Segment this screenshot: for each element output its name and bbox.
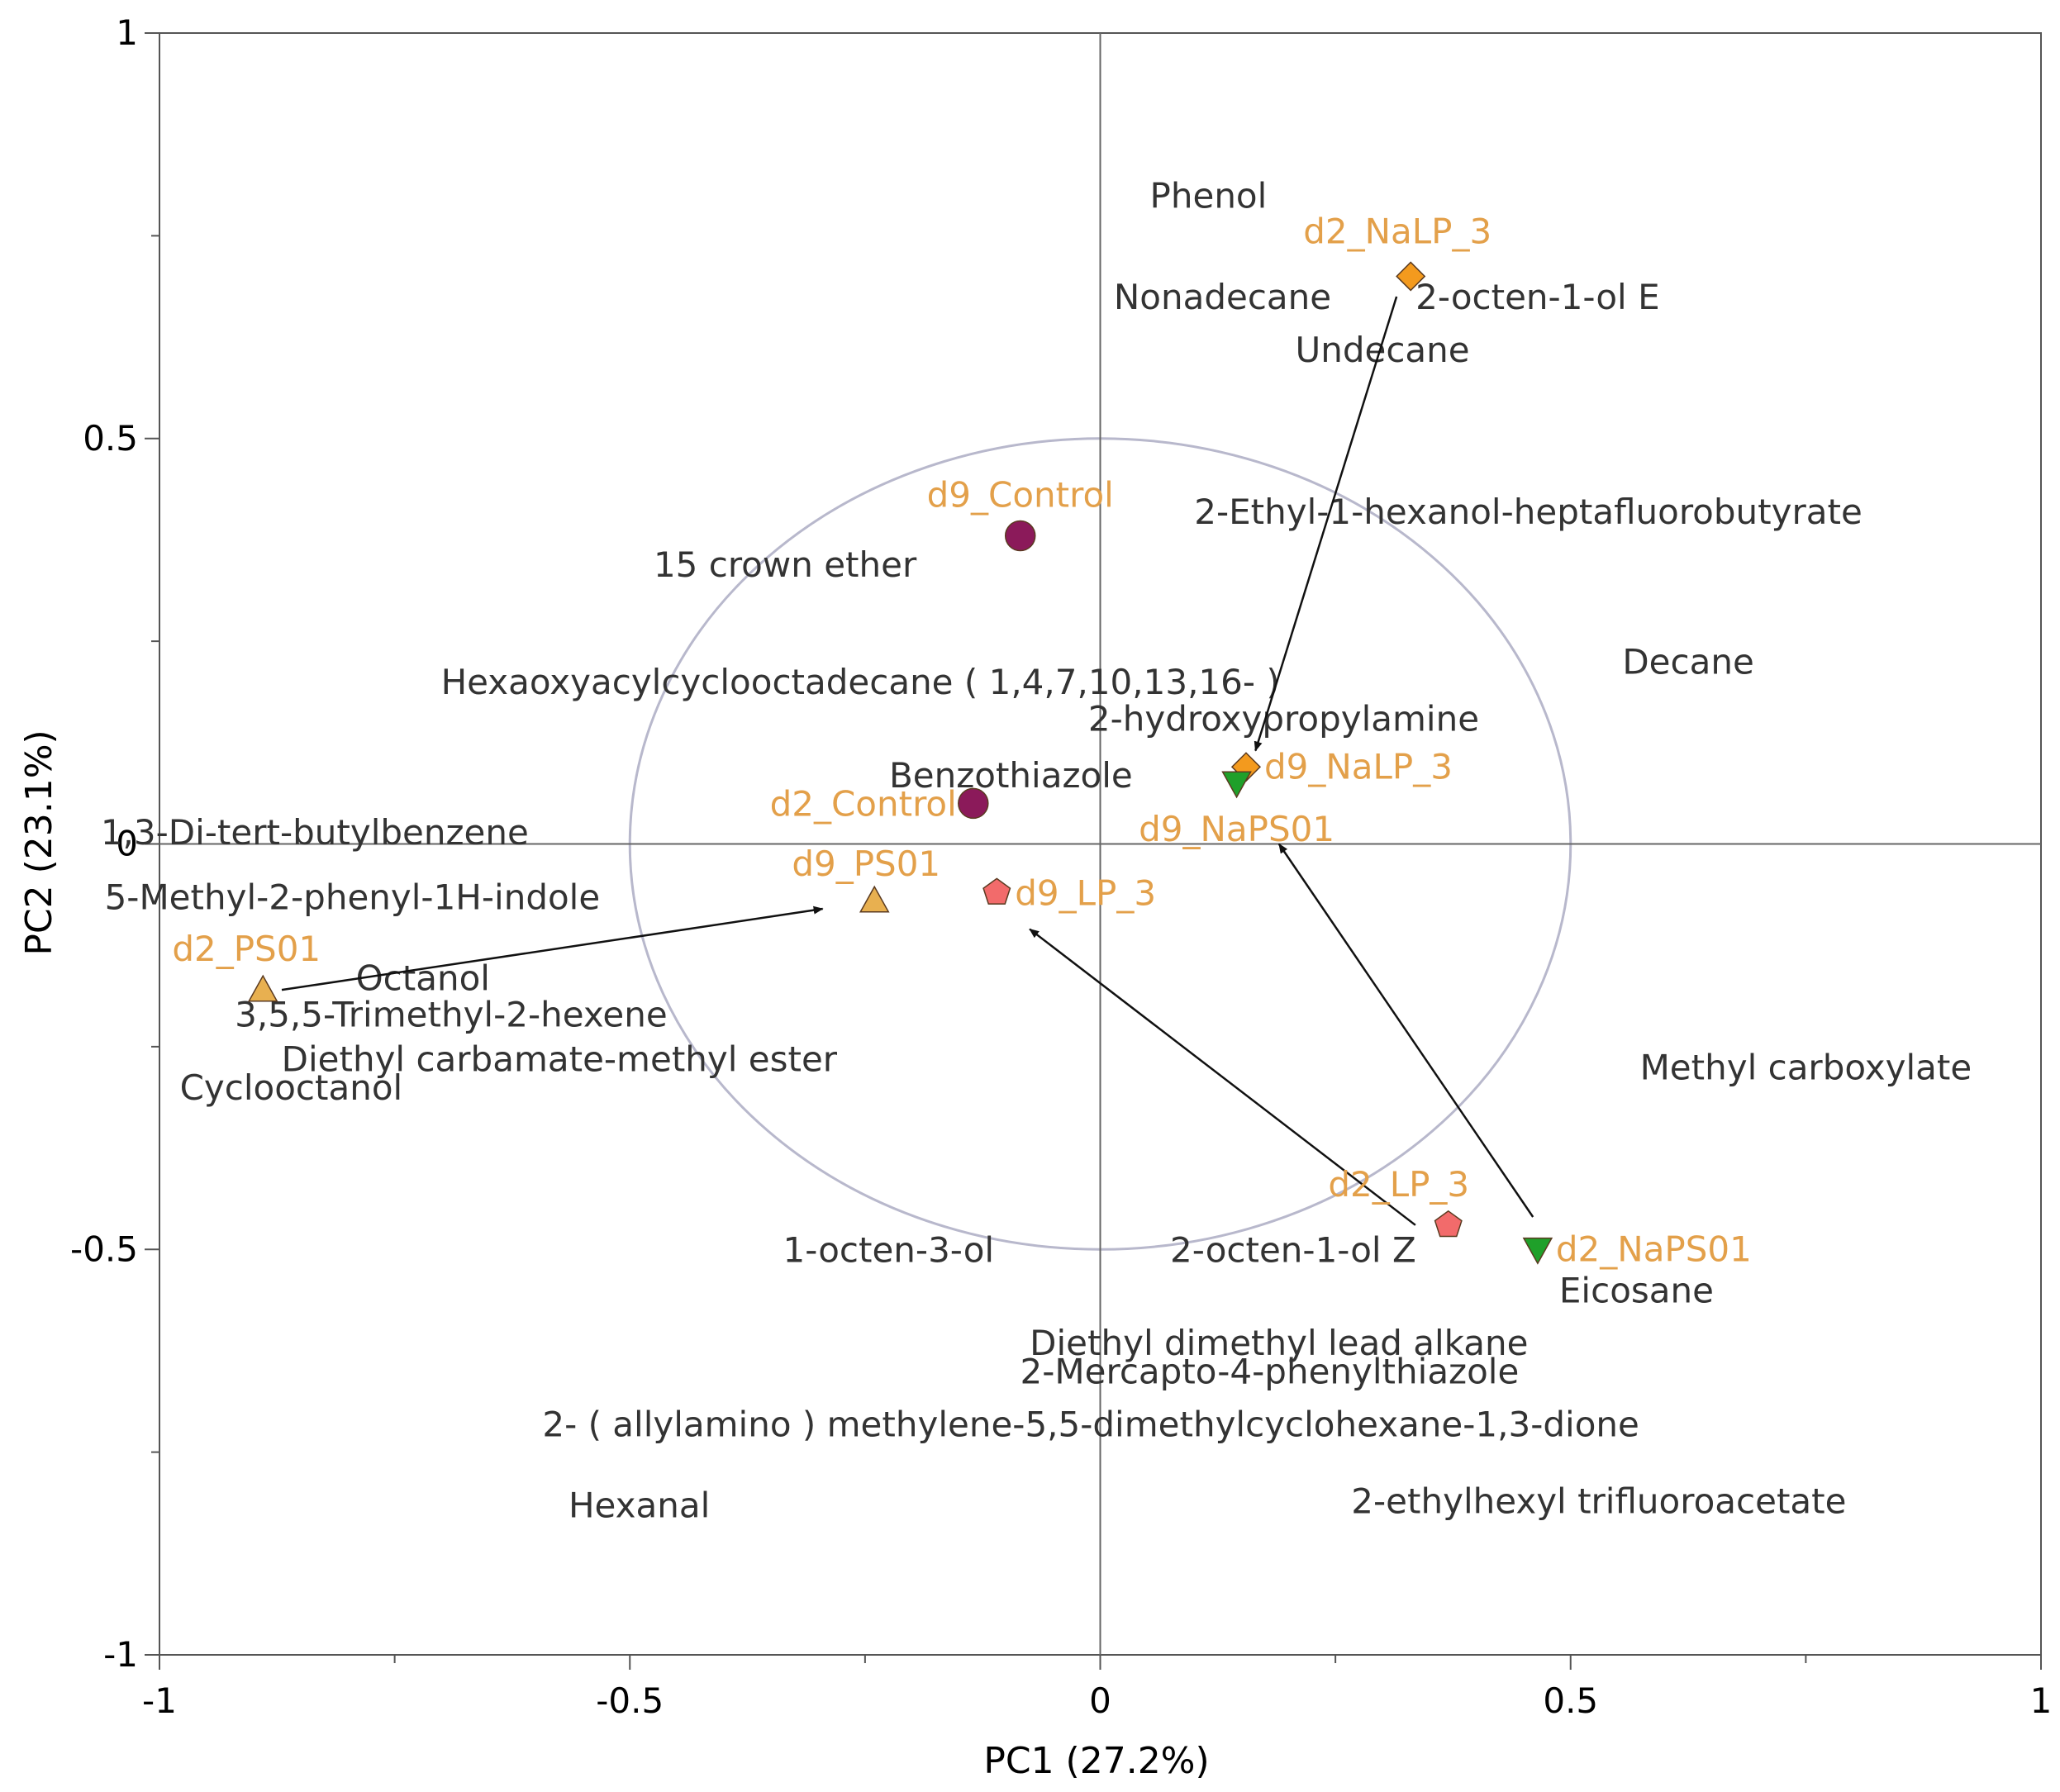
variable-label: 3,5,5-Trimethyl-2-hexene (235, 995, 668, 1035)
sample-marker (1221, 771, 1252, 799)
sample-marker (859, 885, 890, 913)
y-tick-label: 1 (116, 12, 138, 53)
variable-label: Undecane (1295, 330, 1469, 370)
x-tick-label: -0.5 (596, 1680, 664, 1721)
variable-label: Decane (1622, 642, 1753, 682)
sample-label: d2_NaLP_3 (1303, 211, 1491, 251)
sample-label: d9_NaPS01 (1139, 809, 1334, 849)
sample-label: d2_NaPS01 (1556, 1229, 1752, 1269)
sample-label: d9_PS01 (792, 844, 940, 884)
variable-label: 2-Ethyl-1-hexanol-heptafluorobutyrate (1194, 492, 1863, 532)
sample-marker (958, 787, 989, 820)
variable-label: 2-ethylhexyl trifluoroacetate (1351, 1481, 1846, 1522)
variable-label: 1-octen-3-ol (783, 1229, 995, 1270)
x-tick-label: 0 (1089, 1680, 1111, 1721)
sample-label: d2_PS01 (172, 929, 321, 969)
x-axis-title: PC1 (27.2%) (983, 1740, 1209, 1782)
variable-label: Phenol (1150, 175, 1268, 216)
sample-marker (1434, 1210, 1463, 1238)
variable-label: Diethyl carbamate-methyl ester (282, 1039, 838, 1080)
variable-label: 2-octen-1-ol Z (1170, 1229, 1416, 1270)
x-tick-label: -1 (142, 1680, 177, 1721)
x-tick-label: 0.5 (1543, 1680, 1598, 1721)
variable-label: Benzothiazole (889, 755, 1133, 796)
sample-marker (1396, 261, 1426, 292)
sample-label: d2_Control (770, 783, 957, 824)
trajectory-arrow (1277, 843, 1534, 1218)
y-axis-title: PC2 (23.1%) (18, 730, 60, 955)
sample-label: d9_Control (927, 475, 1114, 516)
sample-label: d9_LP_3 (1015, 872, 1156, 913)
variable-label: Hexaoxyacylcyclooctadecane ( 1,4,7,10,13… (441, 662, 1280, 702)
variable-label: Cyclooctanol (180, 1067, 403, 1108)
sample-label: d2_LP_3 (1328, 1164, 1469, 1205)
sample-marker (1004, 520, 1036, 552)
sample-label: d9_NaLP_3 (1264, 746, 1453, 787)
variable-label: 2-octen-1-ol E (1415, 277, 1659, 317)
trajectory-arrow (1254, 296, 1398, 752)
variable-label: Eicosane (1559, 1270, 1714, 1310)
sample-marker (247, 974, 278, 1002)
variable-label: 5-Methyl-2-phenyl-1H-indole (105, 877, 601, 917)
trajectory-arrow (1029, 928, 1416, 1226)
variable-label: 15 crown ether (654, 544, 917, 585)
variable-label: 2- ( allylamino ) methylene-5,5-dimethyl… (542, 1404, 1639, 1444)
y-tick-label: -0.5 (70, 1229, 138, 1269)
variable-label: Nonadecane (1114, 277, 1331, 317)
trajectory-arrow (281, 906, 824, 991)
sample-marker (982, 877, 1011, 905)
sample-marker (1522, 1237, 1553, 1265)
y-tick-label: -1 (103, 1634, 138, 1675)
y-tick-label: 0.5 (83, 418, 138, 459)
variable-label: Diethyl dimethyl lead alkane (1030, 1323, 1528, 1363)
variable-label: Methyl carboxylate (1640, 1047, 1972, 1087)
variable-label: Octanol (356, 958, 490, 998)
x-tick-label: 1 (2030, 1680, 2053, 1721)
variable-label: 2-hydroxypropylamine (1088, 698, 1479, 739)
variable-label: 1,3-Di-tert-butylbenzene (101, 812, 529, 853)
variable-label: Hexanal (569, 1485, 710, 1525)
y-tick-label: 0 (116, 824, 138, 864)
variable-label: 2-Mercapto-4-phenylthiazole (1020, 1351, 1520, 1391)
